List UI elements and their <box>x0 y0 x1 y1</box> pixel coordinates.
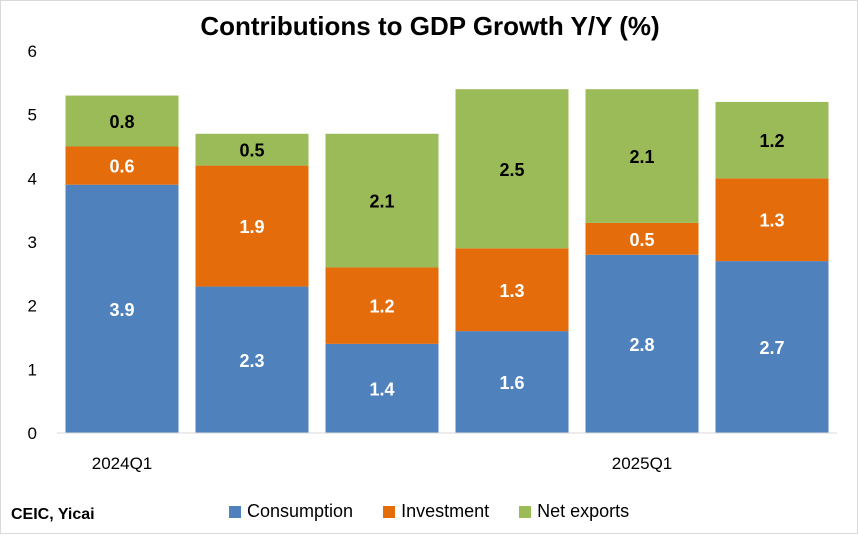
legend-label-net-exports: Net exports <box>537 501 630 521</box>
y-tick-label: 2 <box>28 297 37 316</box>
y-tick-label: 4 <box>28 169 37 188</box>
data-label: 1.3 <box>499 281 524 301</box>
data-label: 3.9 <box>109 300 134 320</box>
data-label: 2.7 <box>759 338 784 358</box>
data-label: 0.5 <box>629 230 654 250</box>
y-tick-label: 5 <box>28 106 37 125</box>
bar-segment-investment <box>585 222 699 255</box>
bar-segment-investment <box>195 165 309 287</box>
bar-segment-consumption <box>325 343 439 433</box>
bar-segment-net-exports <box>195 133 309 166</box>
legend-swatch-consumption <box>229 505 241 518</box>
data-label: 1.4 <box>369 379 394 399</box>
legend-swatch-net-exports <box>519 505 532 518</box>
legend-label-consumption: Consumption <box>247 501 354 521</box>
data-label: 2.5 <box>499 160 524 180</box>
x-tick-label: 2024Q1 <box>92 454 153 473</box>
chart-legend: Consumption Investment Net exports <box>229 501 629 522</box>
data-label: 1.9 <box>239 217 264 237</box>
data-label: 0.8 <box>109 112 134 132</box>
legend-item-consumption: Consumption <box>229 501 353 522</box>
bar-segment-net-exports <box>455 89 569 249</box>
data-label: 1.3 <box>759 211 784 231</box>
bar-segment-net-exports <box>585 89 699 223</box>
bar-segment-investment <box>325 267 439 344</box>
bar-segment-consumption <box>195 286 309 433</box>
legend-item-net-exports: Net exports <box>519 501 629 522</box>
bar-segment-investment <box>65 146 179 185</box>
data-label: 1.2 <box>369 297 394 317</box>
legend-item-investment: Investment <box>383 501 489 522</box>
y-tick-label: 3 <box>28 233 37 252</box>
legend-label-investment: Investment <box>401 501 490 521</box>
bar-segment-consumption <box>585 254 699 433</box>
data-label: 2.1 <box>629 147 654 167</box>
data-label: 0.5 <box>239 141 264 161</box>
data-label: 0.6 <box>109 157 134 177</box>
bar-segment-consumption <box>65 184 179 433</box>
data-label: 1.6 <box>499 373 524 393</box>
bar-segment-investment <box>455 248 569 332</box>
data-label: 2.3 <box>239 351 264 371</box>
y-tick-label: 6 <box>28 42 37 61</box>
bar-segment-net-exports <box>715 101 829 179</box>
chart-title: Contributions to GDP Growth Y/Y (%) <box>200 11 660 41</box>
data-label: 1.2 <box>759 131 784 151</box>
y-tick-label: 1 <box>28 360 37 379</box>
data-label: 2.8 <box>629 335 654 355</box>
bar-segment-consumption <box>455 331 569 433</box>
bar-segment-consumption <box>715 261 829 433</box>
y-tick-label: 0 <box>28 424 37 443</box>
bar-segment-net-exports <box>65 95 179 147</box>
bar-segment-net-exports <box>325 133 439 268</box>
x-tick-label: 2025Q1 <box>612 454 673 473</box>
legend-swatch-investment <box>383 505 396 518</box>
bar-segment-investment <box>715 178 829 262</box>
source-note: CEIC, Yicai <box>11 506 95 523</box>
data-label: 2.1 <box>369 192 394 212</box>
